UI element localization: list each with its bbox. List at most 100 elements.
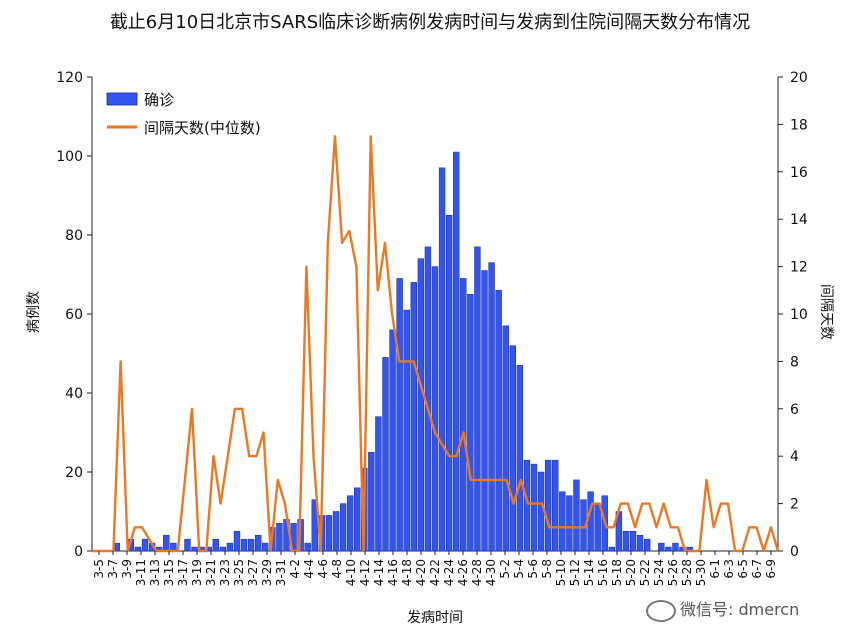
bar [410,282,417,552]
bar [544,459,552,552]
bar [262,542,269,552]
x-axis-label: 发病时间 [407,610,463,626]
x-tick-label: 6-9 [764,559,778,579]
bar [594,503,601,552]
bar [509,345,516,552]
x-tick-label: 5-14 [582,559,596,586]
bar [389,329,396,552]
x-tick-label: 5-10 [554,559,568,586]
x-tick-label: 5-18 [610,559,624,586]
x-tick-label: 3-31 [274,559,288,586]
x-tick-label: 5-24 [652,559,666,586]
x-tick-label: 5-20 [624,559,638,586]
y-tick-right-label: 8 [790,354,799,370]
interval-line [92,135,780,553]
bar [629,531,637,552]
y-axis-left-ticks: 0 20 40 60 80 100 120 [56,70,92,560]
y-tick-left-label: 80 [65,228,83,244]
x-axis-ticks: 3-5 3-7 3-9 3-11 3-13 3-15 3-17 3-19 3-21 3-23 3-2… [92,551,778,586]
x-tick-label: 5-28 [680,559,694,586]
bar [354,487,361,552]
wechat-icon [646,599,676,622]
y-tick-left-label: 40 [65,386,83,402]
y-tick-left-label: 0 [74,544,83,560]
x-tick-label: 3-13 [148,559,162,586]
bar [191,546,198,552]
bar [530,463,538,552]
x-tick-label: 4-30 [484,559,498,586]
bar [658,542,665,552]
x-tick-label: 4-22 [428,559,442,586]
x-tick-label: 3-25 [232,559,246,586]
x-tick-label: 3-17 [176,559,190,586]
bar [304,542,311,552]
bar [587,491,594,552]
legend-bar-swatch [106,92,138,106]
bar [622,531,630,552]
bar [382,357,389,552]
x-tick-label: 5-12 [568,559,582,586]
bar [346,495,354,552]
bar [375,416,382,552]
x-tick-label: 3-21 [204,559,218,586]
bar [332,511,340,552]
x-tick-label: 6-1 [708,559,722,579]
bar [255,534,262,552]
bar [163,534,170,552]
y-axis-right-ticks: 0 2 4 6 8 10 12 14 16 18 20 [778,70,808,560]
bar [247,538,255,552]
x-tick-label: 4-10 [344,559,358,586]
y-axis-label-right: 间隔天数 [818,284,834,340]
y-tick-left-label: 20 [65,465,83,481]
x-tick-label: 4-26 [456,559,470,586]
x-tick-label: 3-19 [190,559,204,586]
y-tick-right-label: 10 [790,307,808,323]
x-tick-label: 5-4 [512,559,526,579]
legend-line-label: 间隔天数(中位数) [144,119,261,137]
bar [219,546,227,552]
bar [559,491,566,552]
line-series [92,135,780,553]
bar [431,266,439,552]
bar [552,459,559,552]
bar [665,546,672,552]
bar [134,546,142,552]
bar [226,542,234,552]
watermark-text: 微信号: dmercn [680,600,800,619]
x-tick-label: 5-6 [526,559,540,579]
bar [368,452,375,552]
x-tick-label: 4-14 [372,559,386,586]
bar [672,542,679,552]
bar [481,270,488,552]
bar [460,278,467,552]
y-tick-left-label: 100 [56,149,83,165]
y-tick-right-label: 0 [790,544,799,560]
bar [396,278,403,552]
x-tick-label: 5-30 [694,559,708,586]
y-tick-right-label: 12 [790,260,808,276]
bar [445,215,453,552]
x-tick-label: 4-24 [442,559,456,586]
bar [276,523,283,552]
y-tick-right-label: 2 [790,497,799,513]
y-axis-label-left: 病例数 [26,291,42,333]
bar [141,538,149,552]
bar [403,309,410,552]
x-tick-label: 6-7 [750,559,764,579]
bar [502,325,509,552]
x-tick-label: 4-18 [400,559,414,586]
y-tick-left-label: 60 [65,307,83,323]
chart-title: 截止6月10日北京市SARS临床诊断病例发病时间与发病到住院间隔天数分布情况 [110,12,750,33]
y-tick-right-label: 14 [790,212,808,228]
bar [643,538,651,552]
x-tick-label: 5-8 [540,559,554,579]
bar [495,290,502,552]
x-tick-label: 5-16 [596,559,610,586]
bar [573,479,580,552]
x-tick-label: 4-12 [358,559,372,586]
bar [325,515,333,552]
y-tick-right-label: 4 [790,449,799,465]
y-tick-right-label: 6 [790,402,799,418]
x-tick-label: 4-8 [330,559,344,579]
